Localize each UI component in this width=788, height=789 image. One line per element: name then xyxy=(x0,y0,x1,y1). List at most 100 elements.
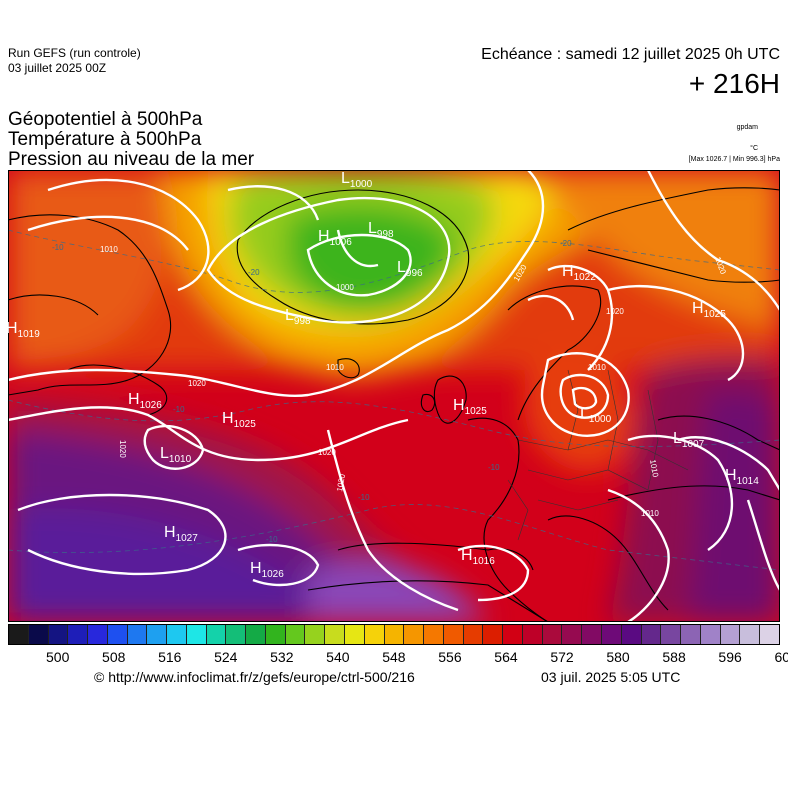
color-scale-tick: 540 xyxy=(326,649,350,665)
run-date: 03 juillet 2025 00Z xyxy=(8,61,107,75)
run-title: Run GEFS (run controle) xyxy=(8,46,141,60)
color-swatch xyxy=(167,625,187,644)
color-swatch xyxy=(186,625,207,644)
color-swatch xyxy=(404,625,425,644)
color-scale-tick: 516 xyxy=(158,649,182,665)
color-swatch xyxy=(9,625,29,644)
isotherms xyxy=(8,229,780,571)
color-scale-tick: 580 xyxy=(606,649,630,665)
geopotential-shading xyxy=(8,170,780,622)
pressure-center: L998 xyxy=(368,220,394,240)
color-swatch xyxy=(503,625,523,644)
color-swatch xyxy=(107,625,128,644)
color-scale xyxy=(8,624,780,645)
color-swatch xyxy=(147,625,168,644)
pressure-center: L1000 xyxy=(341,170,373,190)
color-swatch xyxy=(740,625,761,644)
color-swatch xyxy=(127,625,148,644)
color-swatch xyxy=(522,625,543,644)
color-swatch xyxy=(661,625,682,644)
isobar-label: 1010 xyxy=(100,245,118,254)
color-swatch xyxy=(285,625,306,644)
pressure-center: L998 xyxy=(285,307,311,327)
weather-map: H1019 H1006 L998 L996 L998 L1000 H1022 H… xyxy=(8,170,780,622)
isobar-label: 1010 xyxy=(648,459,660,479)
variable-temperature: Température à 500hPa xyxy=(8,129,202,150)
unit-geopotential: gpdam xyxy=(736,124,758,131)
isotherm-label: -10 xyxy=(266,535,278,544)
color-scale-tick: 500 xyxy=(46,649,70,665)
pressure-center: H1027 xyxy=(164,524,198,544)
color-swatch xyxy=(621,625,642,644)
color-swatch xyxy=(246,625,266,644)
color-scale-tick: 508 xyxy=(102,649,126,665)
pressure-center: L1007 xyxy=(673,430,705,450)
isotherm-label: -10 xyxy=(52,243,64,252)
color-swatch xyxy=(760,625,779,644)
pressure-center: H1025 xyxy=(692,300,726,320)
pressure-center: H1019 xyxy=(8,320,40,340)
pressure-center: L1000 xyxy=(580,405,612,425)
isotherm-label: -20 xyxy=(560,239,572,248)
isotherm-label: -10 xyxy=(173,405,185,414)
color-swatch xyxy=(364,625,385,644)
color-swatch xyxy=(265,625,286,644)
isobars xyxy=(8,170,780,622)
color-scale-tick: 588 xyxy=(662,649,686,665)
color-swatch xyxy=(601,625,622,644)
variable-geopotential: Géopotentiel à 500hPa xyxy=(8,109,203,130)
unit-temperature: °C xyxy=(750,145,758,152)
color-swatch xyxy=(443,625,464,644)
color-scale-tick: 564 xyxy=(494,649,518,665)
color-swatch xyxy=(68,625,89,644)
borders xyxy=(507,369,689,541)
color-scale-tick: 596 xyxy=(718,649,742,665)
color-scale-tick: 572 xyxy=(550,649,574,665)
color-swatch xyxy=(88,625,108,644)
pressure-center: H1014 xyxy=(725,467,759,487)
pressure-range: [Max 1026.7 | Min 996.3] hPa xyxy=(688,156,780,163)
color-scale-tick: 532 xyxy=(270,649,294,665)
color-swatch xyxy=(48,625,69,644)
color-swatch xyxy=(641,625,662,644)
color-scale-tick: 524 xyxy=(214,649,238,665)
color-swatch xyxy=(542,625,563,644)
isobar-label: 1020 xyxy=(606,307,624,316)
source-credit: © http://www.infoclimat.fr/z/gefs/europe… xyxy=(94,669,415,685)
pressure-center: L1010 xyxy=(160,445,192,465)
isotherm-label: -10 xyxy=(488,463,500,472)
valid-time: Echéance : samedi 12 juillet 2025 0h UTC xyxy=(481,46,780,63)
color-swatch xyxy=(483,625,504,644)
color-swatch xyxy=(700,625,721,644)
pressure-center: H1025 xyxy=(222,410,256,430)
isobar-label: 1020 xyxy=(118,440,127,458)
pressure-center: L996 xyxy=(397,259,423,279)
pressure-center: H1016 xyxy=(461,547,495,567)
pressure-center: H1006 xyxy=(318,228,352,248)
color-swatch xyxy=(681,625,701,644)
color-swatch xyxy=(424,625,444,644)
isobar-label: 1010 xyxy=(588,363,606,372)
pressure-center: H1025 xyxy=(453,397,487,417)
pressure-center-labels: H1019 H1006 L998 L996 L998 L1000 H1022 H… xyxy=(8,170,759,580)
isobar-label: 1020 xyxy=(188,379,206,388)
color-scale-tick: 604 xyxy=(774,649,788,665)
color-scale-tick: 556 xyxy=(438,649,462,665)
color-swatch xyxy=(226,625,247,644)
variable-pressure: Pression au niveau de la mer xyxy=(8,149,255,170)
color-swatch xyxy=(463,625,484,644)
isobar-label: 1010 xyxy=(641,509,659,518)
pressure-center: H1026 xyxy=(128,391,162,411)
color-swatch xyxy=(206,625,227,644)
isobar-label: 1000 xyxy=(336,283,354,292)
pressure-center: H1022 xyxy=(562,263,596,283)
pressure-center: H1026 xyxy=(250,560,284,580)
color-swatch xyxy=(562,625,583,644)
isotherm-label: -10 xyxy=(358,493,370,502)
isotherm-label: -20 xyxy=(248,268,260,277)
color-swatch xyxy=(305,625,326,644)
lead-time: + 216H xyxy=(688,68,780,99)
isobar-label: 1020 xyxy=(335,473,347,493)
color-swatch xyxy=(325,625,346,644)
generation-time: 03 juil. 2025 5:05 UTC xyxy=(541,669,681,685)
